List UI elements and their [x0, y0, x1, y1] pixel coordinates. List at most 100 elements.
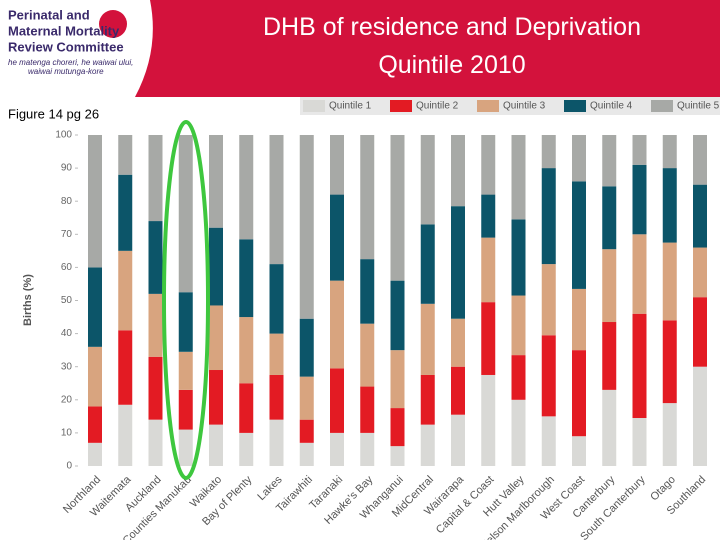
bar-segment [602, 135, 617, 187]
bar-segment [572, 135, 586, 182]
bar-segment [632, 313, 647, 419]
bar-segment [662, 403, 677, 466]
y-axis-label: Births (%) [22, 274, 34, 326]
header-band [135, 0, 720, 97]
bar-segment [330, 194, 344, 281]
legend-swatch [564, 100, 586, 112]
bar-segment [148, 135, 163, 222]
bar-segment [148, 221, 163, 294]
tagline: waiwai mutunga-kore [28, 67, 104, 76]
bar-segment [209, 370, 223, 425]
bar-segment [269, 419, 284, 466]
bar-segment [511, 399, 526, 466]
bar-segment [118, 404, 133, 466]
bar-segment [360, 386, 375, 433]
bar-segment [481, 237, 496, 303]
bar-segment [451, 414, 465, 466]
legend-swatch [477, 100, 499, 112]
bar-segment [662, 135, 677, 169]
bar-segment [632, 234, 647, 314]
bar-segment [481, 135, 496, 195]
bar-segment [148, 356, 163, 420]
bar-segment [693, 247, 707, 298]
bar-segment [693, 297, 707, 367]
bar-segment [88, 135, 102, 268]
bar-segment [269, 135, 284, 265]
tagline: he matenga choreri, he waiwai ului, [8, 58, 133, 67]
bar-segment [693, 366, 707, 466]
bar-segment [360, 323, 375, 387]
logo-icon [99, 10, 127, 38]
bar-segment [420, 374, 435, 425]
y-tick-label: 80 [61, 196, 73, 207]
y-tick-label: 70 [61, 229, 73, 240]
bar-segment [178, 135, 193, 293]
bar-segment [299, 376, 314, 420]
y-tick-label: 50 [61, 295, 73, 306]
bar-segment [572, 288, 586, 351]
bar-segment [239, 239, 254, 318]
bar-segment [239, 317, 254, 384]
bar-segment [632, 418, 647, 466]
legend-swatch [651, 100, 673, 112]
bar-segment [209, 305, 223, 371]
bar-segment [118, 330, 133, 405]
y-tick-label: 90 [61, 163, 73, 174]
bar-segment [390, 446, 405, 466]
legend-label: Quintile 1 [329, 101, 372, 112]
y-tick-label: 40 [61, 328, 73, 339]
bar-segment [632, 135, 647, 165]
bar-segment [360, 135, 375, 260]
y-tick-label: 10 [61, 428, 73, 439]
bar-segment [148, 419, 163, 466]
chart-title: DHB of residence and Deprivation Quintile… [263, 13, 641, 79]
bar-segment [148, 293, 163, 357]
y-tick-label: 0 [66, 461, 72, 472]
y-tick-label: 20 [61, 394, 73, 405]
bar-segment [662, 168, 677, 243]
bar-segment [330, 135, 344, 195]
bar-segment [602, 186, 617, 250]
bar-segment [451, 318, 465, 367]
org-name: Maternal Mortality [8, 23, 120, 38]
bar-segment [390, 280, 405, 351]
highlight-ellipse [162, 120, 210, 480]
bar-segment [662, 242, 677, 321]
bar-segment [572, 350, 586, 437]
bar-segment [88, 267, 102, 347]
bar-segment [572, 436, 586, 466]
bar-segment [299, 135, 314, 319]
org-name: Perinatal and [8, 7, 90, 22]
legend-label: Quintile 3 [503, 101, 546, 112]
bar-segment [178, 292, 193, 352]
bar-segment [299, 442, 314, 466]
bar-segment [693, 135, 707, 185]
bar-segment [420, 135, 435, 225]
bar-segment [239, 432, 254, 466]
legend-swatch [390, 100, 412, 112]
bar-segment [511, 219, 526, 296]
bar-segment [178, 429, 193, 466]
org-name: Review Committee [8, 39, 124, 54]
bar-segment [602, 322, 617, 390]
legend-label: Quintile 4 [590, 101, 633, 112]
bar-segment [390, 408, 405, 447]
bar-segment [269, 264, 284, 334]
bar-segment [88, 442, 102, 466]
bar-segment [451, 206, 465, 319]
bar-segment [239, 383, 254, 433]
bar-segment [360, 432, 375, 466]
bar-segment [511, 135, 526, 220]
bar-segment [178, 389, 193, 430]
bar-segment [88, 406, 102, 443]
bar-segment [541, 416, 556, 466]
bar-segment [360, 259, 375, 324]
legend-label: Quintile 5 [677, 101, 720, 112]
bar-segment [481, 374, 496, 466]
bar-segment [330, 432, 344, 466]
bar-segment [541, 335, 556, 417]
bar-segment [662, 320, 677, 404]
bar-segment [420, 303, 435, 375]
bar-segment [269, 333, 284, 375]
